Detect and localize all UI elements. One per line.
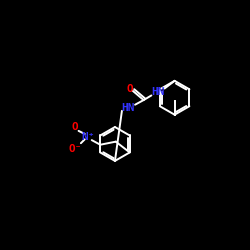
Text: HN: HN — [151, 87, 164, 97]
Text: N⁺: N⁺ — [81, 132, 94, 142]
Text: O⁻: O⁻ — [69, 144, 82, 154]
Text: O: O — [71, 122, 78, 132]
Text: O: O — [126, 84, 133, 94]
Text: HN: HN — [122, 103, 135, 113]
